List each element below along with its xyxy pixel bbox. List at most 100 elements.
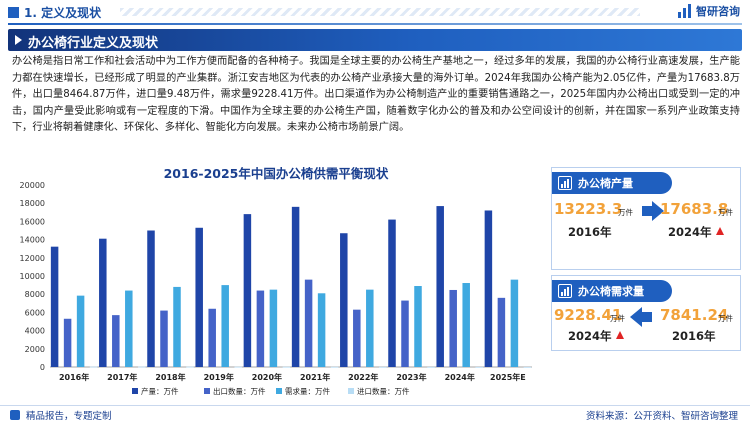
bar-2-7: [353, 309, 361, 367]
decorative-stripes: [120, 8, 640, 16]
production-compare: 13223.3 万件 17683.8 万件 2016年 2024年: [552, 194, 740, 246]
chart-title: 2016-2025年中国办公椅供需平衡现状: [163, 166, 389, 181]
bar-1-6: [291, 206, 300, 367]
production-card: 办公椅产量 13223.3 万件 17683.8 万件 2016年 2024年: [551, 167, 741, 270]
bar-3-5: [269, 289, 278, 367]
bar-1-8: [388, 219, 396, 367]
y-tick-label: 4000: [25, 327, 45, 336]
demand-card-header: 办公椅需求量: [552, 280, 672, 302]
bar-2-8: [401, 300, 409, 367]
legend-swatch: [348, 388, 354, 394]
production-from-value: 13223.3: [554, 200, 623, 218]
demand-card: 办公椅需求量 9228.41 万件 7841.24 万件 2024年 2016年: [551, 275, 741, 351]
x-tick-label: 2022年: [348, 372, 378, 382]
brand-logo-icon: [678, 4, 692, 18]
production-card-header: 办公椅产量: [552, 172, 672, 194]
bar-3-6: [317, 293, 326, 367]
demand-card-title: 办公椅需求量: [578, 285, 644, 298]
legend-label: 需求量：万件: [285, 386, 330, 396]
increase-arrow-icon: [716, 227, 724, 235]
y-tick-label: 8000: [25, 290, 45, 299]
bar-4-10: [523, 366, 532, 368]
demand-left-unit: 万件: [610, 314, 625, 323]
demand-left-value: 9228.41: [554, 306, 623, 324]
bar-4-7: [379, 366, 387, 368]
bar-4-4: [234, 366, 242, 368]
y-tick-label: 10000: [20, 272, 45, 281]
header-divider: [8, 23, 742, 25]
bar-4-3: [186, 366, 194, 368]
section-header: 1. 定义及现状 智研咨询: [0, 0, 750, 26]
bar-1-5: [243, 214, 252, 367]
bar-1-10: [484, 210, 493, 367]
production-to-unit: 万件: [718, 208, 733, 217]
production-from-year: 2016年: [568, 225, 612, 239]
y-tick-label: 16000: [20, 217, 45, 226]
legend-label: 进口数量：万件: [357, 386, 410, 396]
footer: 精品报告，专题定制 资料来源：公开资料、智研咨询整理: [0, 405, 750, 422]
y-tick-label: 14000: [20, 236, 45, 245]
bar-2-2: [112, 315, 120, 367]
bar-3-1: [76, 295, 85, 367]
legend-swatch: [204, 388, 210, 394]
brand-name: 智研咨询: [696, 5, 740, 18]
supply-demand-chart: 2016-2025年中国办公椅供需平衡现状 0 2000 4000 6000 8000 1…: [12, 163, 540, 406]
y-tick-label: 20000: [20, 181, 45, 190]
legend-swatch: [276, 388, 282, 394]
x-tick-label: 2021年: [300, 372, 330, 382]
demand-left-year: 2024年: [568, 329, 612, 343]
bar-2-3: [160, 310, 168, 367]
intro-paragraph: 办公椅是指日常工作和社会活动中为工作方便而配备的各种椅子。我国是全球主要的办公椅…: [12, 56, 740, 133]
bar-2-4: [208, 308, 216, 367]
trend-chart-icon: [558, 284, 572, 298]
bar-4-9: [475, 366, 483, 368]
bar-1-2: [99, 238, 107, 367]
y-tick-label: 12000: [20, 254, 45, 263]
bar-4-2: [138, 366, 146, 368]
page-title: 办公椅行业定义及现状: [28, 36, 159, 51]
production-to-year: 2024年: [668, 225, 712, 239]
footer-tagline: 精品报告，专题定制: [26, 411, 112, 422]
x-tick-label: 2024年: [445, 372, 475, 382]
x-tick-label: 2020年: [252, 372, 282, 382]
bar-3-10: [510, 279, 519, 367]
y-tick-label: 18000: [20, 199, 45, 208]
page-banner: 办公椅行业定义及现状: [8, 29, 742, 51]
demand-right-year: 2016年: [672, 329, 716, 343]
arrow-right-icon: [642, 201, 664, 221]
source-note: 资料来源：公开资料、智研咨询整理: [585, 411, 738, 422]
x-tick-label: 2019年: [204, 372, 234, 382]
bar-2-6: [304, 279, 313, 367]
bar-3-2: [125, 290, 133, 367]
demand-right-unit: 万件: [718, 314, 733, 323]
x-tick-label: 2016年: [59, 372, 89, 382]
bar-1-3: [147, 230, 155, 367]
play-triangle-icon: [15, 35, 22, 45]
brand: 智研咨询: [678, 3, 740, 19]
bar-2-1: [63, 318, 72, 367]
bar-2-5: [256, 290, 265, 367]
x-tick-label: 2017年: [107, 372, 137, 382]
bar-1-1: [50, 246, 59, 367]
production-from-unit: 万件: [618, 208, 633, 217]
bar-3-9: [462, 283, 470, 367]
increase-arrow-icon: [616, 331, 624, 339]
legend-label: 产量：万件: [141, 386, 179, 396]
chart-svg: 0 2000 4000 6000 8000 10000 12000 14000 16000 180…: [20, 181, 532, 396]
bar-2-9: [449, 289, 457, 367]
bar-2-10: [497, 297, 506, 367]
bar-3-8: [414, 286, 422, 367]
y-tick-label: 6000: [25, 308, 45, 317]
y-tick-label: 2000: [25, 345, 45, 354]
arrow-left-icon: [630, 307, 652, 327]
x-tick-label: 2018年: [155, 372, 185, 382]
bar-4-5: [282, 366, 291, 368]
bar-chart-icon: [558, 176, 572, 190]
production-to-value: 17683.8: [660, 200, 729, 218]
bar-3-4: [221, 285, 229, 367]
bar-3-7: [366, 289, 374, 367]
bar-4-8: [427, 366, 435, 368]
production-card-title: 办公椅产量: [578, 177, 633, 190]
bar-1-4: [195, 227, 203, 367]
y-tick-label: 0: [40, 363, 45, 372]
